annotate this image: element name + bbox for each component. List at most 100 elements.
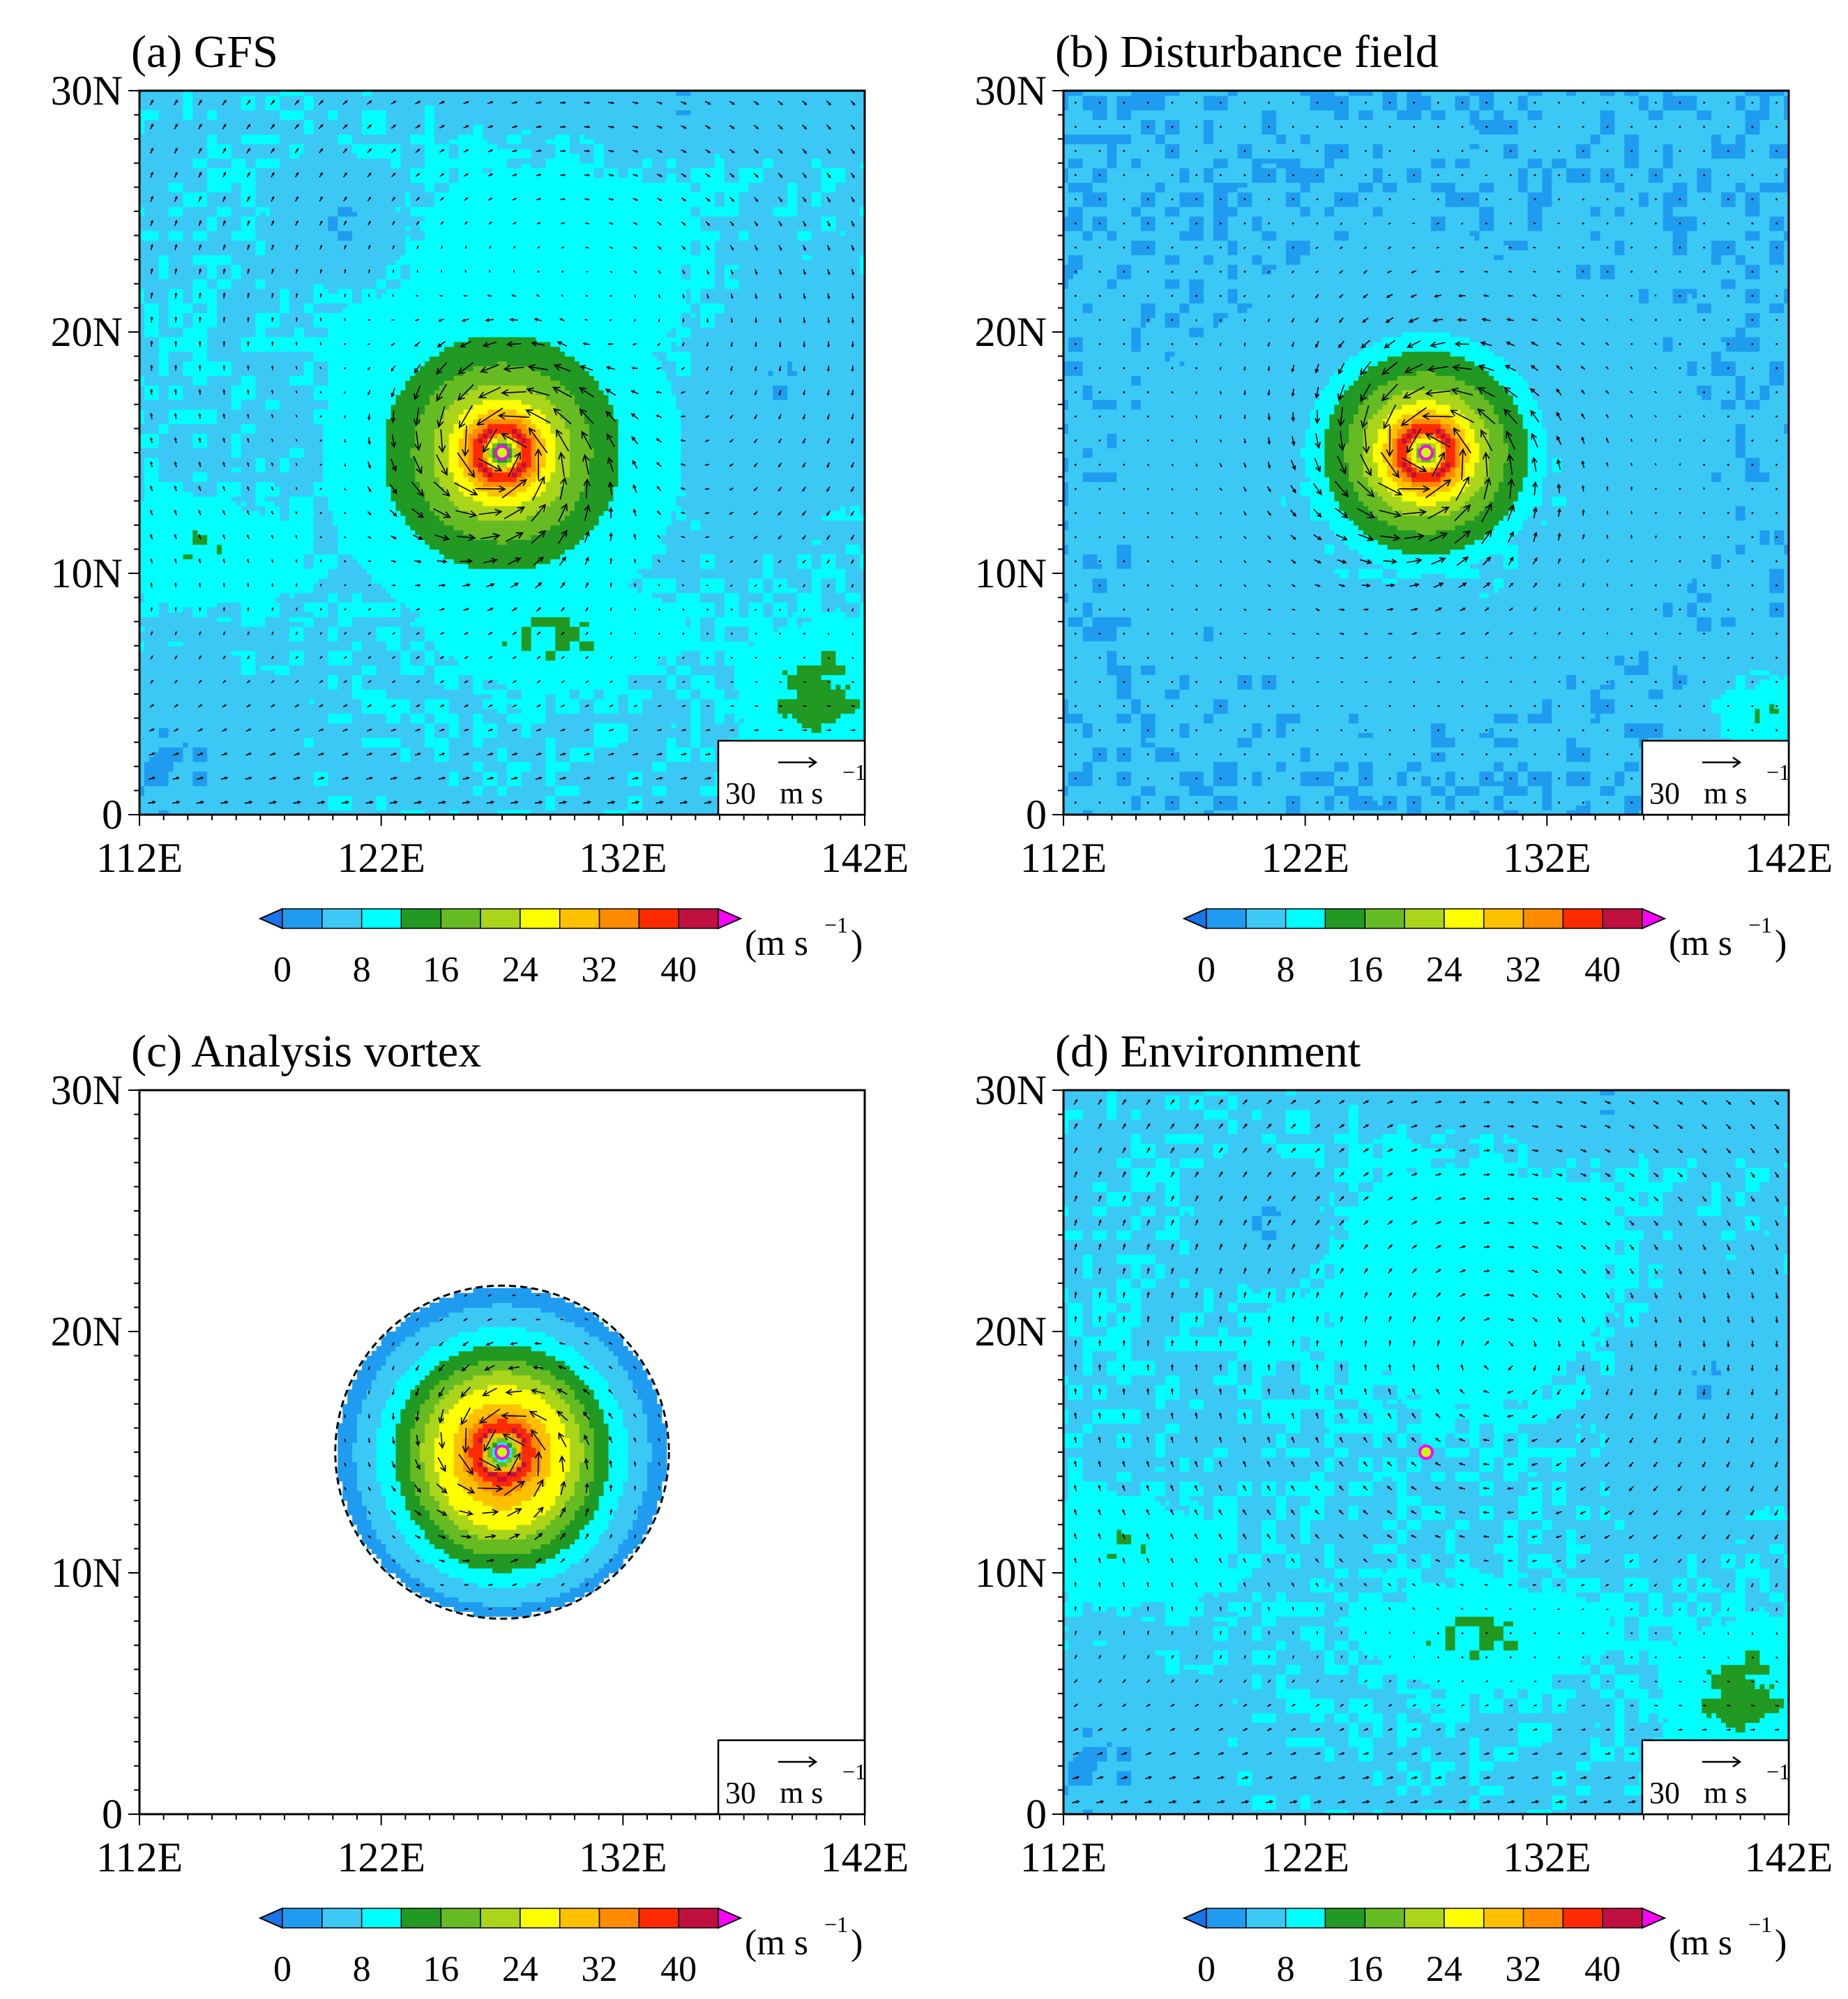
reference-vector-legend: 30 m s−1 — [718, 1740, 866, 1814]
colorbar-box — [1286, 909, 1326, 928]
colorbar-box — [322, 909, 362, 928]
colorbar: 0 8 16 24 32 40(m s −1) — [1184, 1908, 1787, 1989]
colorbar-box — [1365, 1908, 1404, 1928]
x-tick-label: 112E — [1020, 835, 1107, 881]
reference-vector-value: 30 — [725, 776, 756, 810]
x-tick-label: 142E — [821, 835, 909, 881]
colorbar-tick-label: 16 — [1347, 950, 1383, 990]
colorbar-unit: (m s — [1669, 1923, 1732, 1963]
vortex-eye — [496, 1446, 508, 1458]
colorbar-box — [1286, 1908, 1326, 1928]
colorbar-tick-label: 24 — [1426, 1949, 1462, 1989]
colorbar-box — [679, 909, 718, 928]
colorbar-box — [679, 1908, 718, 1928]
reference-vector-unit-exp: −1 — [1766, 760, 1790, 785]
reference-vector-unit: m s — [1704, 776, 1747, 810]
x-tick-label: 142E — [821, 1834, 909, 1880]
panel-disturbance-field: (b) Disturbance field 0 10N 20N 30N 112E 122E 1… — [924, 0, 1848, 1000]
colorbar-box — [1206, 1908, 1246, 1928]
reference-vector-unit: m s — [1704, 1776, 1747, 1810]
colorbar-box — [1484, 1908, 1524, 1928]
colorbar-box — [362, 1908, 402, 1928]
colorbar-box — [1603, 909, 1642, 928]
colorbar-box — [480, 1908, 520, 1928]
colorbar-tick-label: 0 — [1197, 950, 1215, 990]
colorbar-box — [1365, 909, 1404, 928]
panel-title: (a) GFS — [131, 27, 278, 77]
x-tick-label: 122E — [337, 1834, 425, 1880]
colorbar-box — [600, 1908, 639, 1928]
x-tick-label: 122E — [1261, 1834, 1349, 1880]
colorbar-tick-label: 32 — [1506, 1949, 1542, 1989]
panel-title: (c) Analysis vortex — [131, 1026, 481, 1077]
colorbar-box — [639, 909, 679, 928]
reference-vector-legend: 30 m s −1 — [1642, 741, 1790, 815]
colorbar-unit-close: ) — [851, 923, 863, 963]
y-tick-label: 20N — [975, 1308, 1047, 1355]
x-tick-label: 132E — [1503, 1834, 1591, 1880]
colorbar-tick-label: 40 — [660, 1949, 697, 1989]
y-tick-label: 10N — [975, 1550, 1047, 1596]
colorbar-tick-label: 16 — [423, 1949, 459, 1989]
colorbar-box — [322, 1908, 362, 1928]
x-tick-label: 122E — [337, 835, 425, 881]
panel-analysis-vortex: (c) Analysis vortex 0 10N 20N 30N 112E 122E 132… — [0, 1000, 924, 1999]
colorbar-max-triangle — [1642, 909, 1665, 928]
y-tick-label: 20N — [51, 309, 123, 355]
y-tick-label: 30N — [975, 1067, 1047, 1113]
colorbar-box — [1404, 1908, 1444, 1928]
panel-title: (d) Environment — [1055, 1026, 1361, 1077]
y-tick-label: 20N — [51, 1308, 123, 1355]
colorbar-unit-close: ) — [1775, 1923, 1787, 1963]
colorbar-box — [401, 909, 441, 928]
colorbar-box — [520, 1908, 560, 1928]
colorbar-tick-label: 8 — [353, 950, 371, 990]
y-tick-label: 30N — [51, 68, 123, 114]
colorbar-tick-label: 24 — [502, 950, 538, 990]
colorbar-box — [282, 1908, 322, 1928]
reference-vector-unit-exp: −1 — [1766, 1759, 1790, 1784]
colorbar-box — [1444, 1908, 1484, 1928]
colorbar-box — [1404, 909, 1444, 928]
colorbar-tick-label: 40 — [1584, 950, 1621, 990]
x-tick-label: 132E — [1503, 835, 1591, 881]
colorbar-unit-exp: −1 — [1748, 1912, 1772, 1937]
colorbar: 0 8 16 24 32 40(m s −1) — [260, 909, 863, 990]
colorbar-min-triangle — [1184, 1908, 1206, 1928]
colorbar-unit: (m s — [1669, 923, 1732, 963]
colorbar-box — [1444, 909, 1484, 928]
y-tick-label: 10N — [975, 550, 1047, 596]
colorbar-box — [1563, 1908, 1603, 1928]
y-tick-label: 0 — [102, 1791, 123, 1837]
colorbar-box — [1246, 909, 1286, 928]
reference-vector-legend: 30 m s−1 — [718, 741, 866, 815]
colorbar-min-triangle — [260, 1908, 282, 1928]
x-tick-label: 132E — [579, 1834, 667, 1880]
colorbar-unit: (m s — [745, 923, 808, 963]
x-tick-label: 132E — [579, 835, 667, 881]
colorbar-box — [1246, 1908, 1286, 1928]
colorbar-unit-exp: −1 — [824, 912, 848, 937]
reference-vector-unit-exp: −1 — [842, 1759, 866, 1784]
reference-vector-value: 30 — [1649, 776, 1680, 810]
reference-vector-value: 30 — [1649, 1776, 1680, 1810]
vortex-eye — [1420, 446, 1432, 459]
x-tick-label: 112E — [96, 1834, 183, 1880]
colorbar-tick-label: 24 — [502, 1949, 538, 1989]
colorbar-tick-label: 24 — [1426, 950, 1462, 990]
colorbar-tick-label: 32 — [582, 950, 618, 990]
colorbar-box — [1206, 909, 1246, 928]
colorbar-box — [639, 1908, 679, 1928]
vortex-eye — [1420, 1446, 1432, 1458]
colorbar-max-triangle — [718, 909, 741, 928]
colorbar-box — [1563, 909, 1603, 928]
colorbar-unit-close: ) — [851, 1923, 863, 1963]
reference-vector-unit-exp: −1 — [842, 760, 866, 785]
y-tick-label: 10N — [51, 1550, 123, 1596]
colorbar-min-triangle — [1184, 909, 1206, 928]
x-tick-label: 142E — [1745, 1834, 1833, 1880]
colorbar-tick-label: 0 — [273, 950, 291, 990]
y-tick-label: 0 — [102, 792, 123, 838]
colorbar: 0 8 16 24 32 40(m s −1) — [1184, 909, 1787, 990]
